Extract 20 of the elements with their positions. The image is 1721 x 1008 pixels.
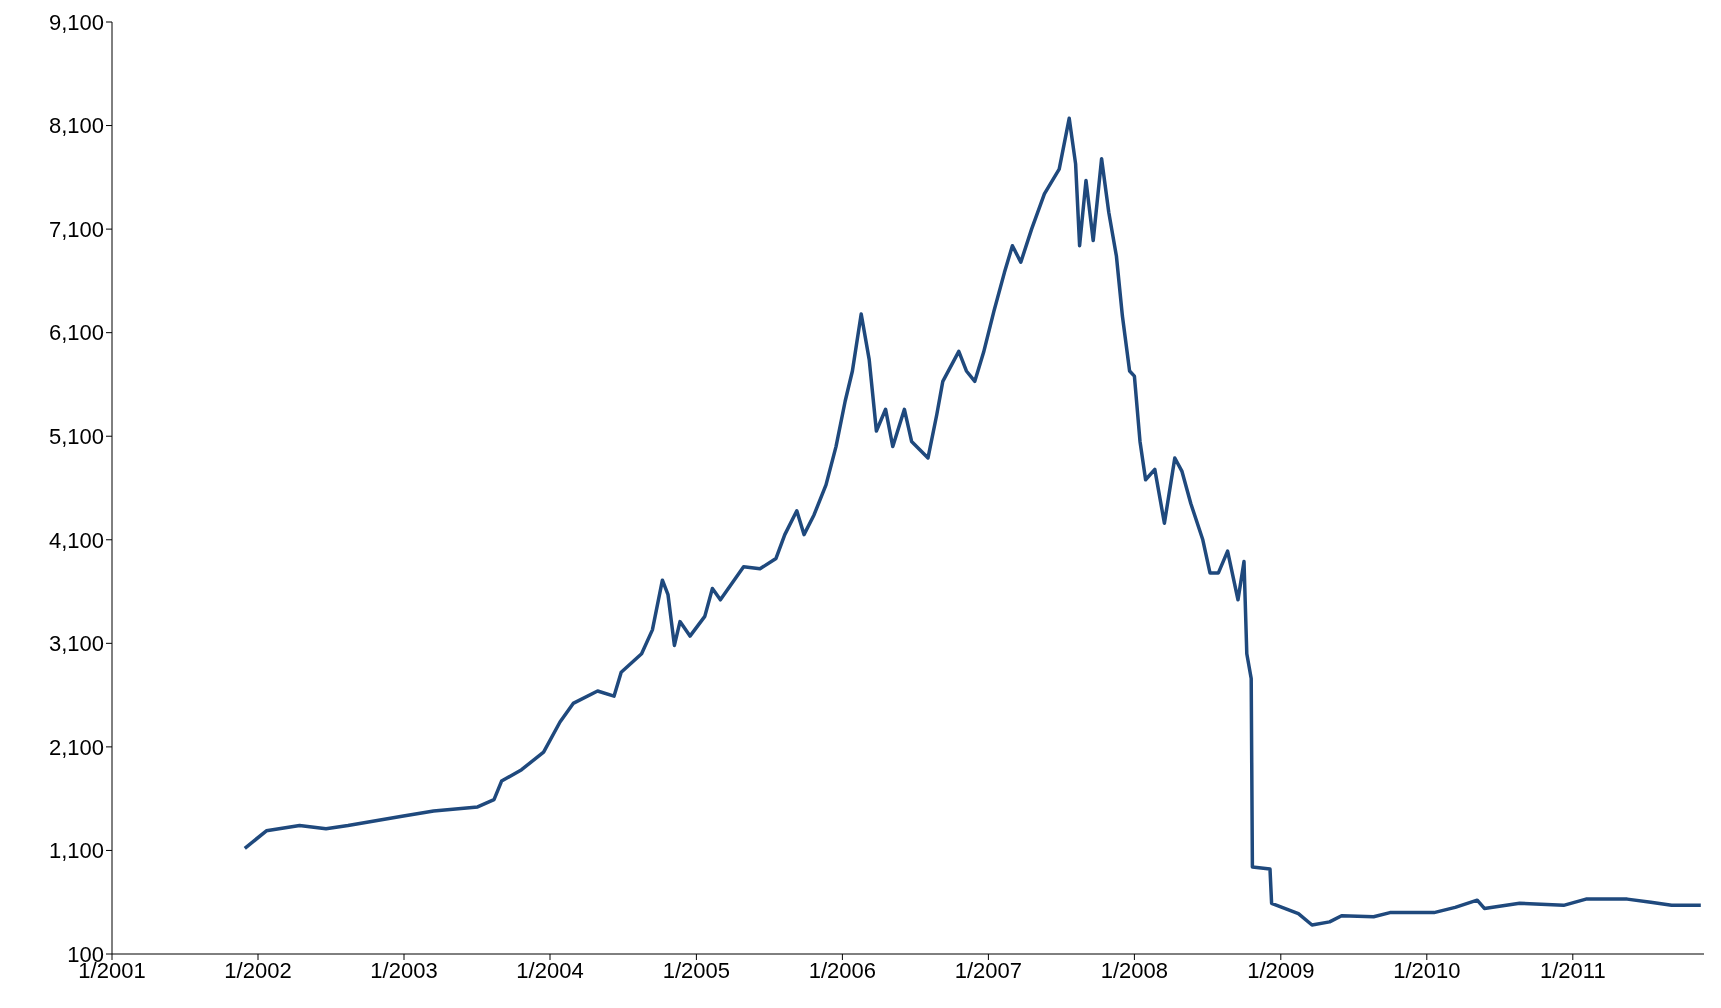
x-tick-label: 1/2009 (1247, 957, 1315, 983)
x-tick-label: 1/2004 (516, 957, 584, 983)
x-tick-label: 1/2010 (1393, 957, 1461, 983)
y-tick-label: 9,100 (48, 9, 104, 35)
x-tick-label: 1/2007 (954, 957, 1023, 983)
y-tick-label: 4,100 (48, 527, 104, 553)
x-tick-label: 1/2005 (662, 957, 731, 983)
y-tick-label: 5,100 (48, 424, 104, 450)
line-series (243, 116, 1703, 927)
y-tick-label: 3,100 (48, 631, 104, 657)
y-tick-label: 7,100 (48, 216, 104, 242)
y-tick-label: 2,100 (48, 734, 104, 760)
x-tick-label: 1/2006 (808, 957, 877, 983)
x-tick-label: 1/2003 (370, 957, 438, 983)
x-tick-label: 1/2002 (224, 957, 292, 983)
y-tick-label: 1,100 (48, 838, 104, 864)
y-tick-label: 8,100 (48, 113, 104, 139)
y-tick-label: 6,100 (48, 320, 104, 346)
x-tick-label: 1/2008 (1100, 957, 1169, 983)
x-tick-label: 1/2011 (1539, 957, 1606, 983)
